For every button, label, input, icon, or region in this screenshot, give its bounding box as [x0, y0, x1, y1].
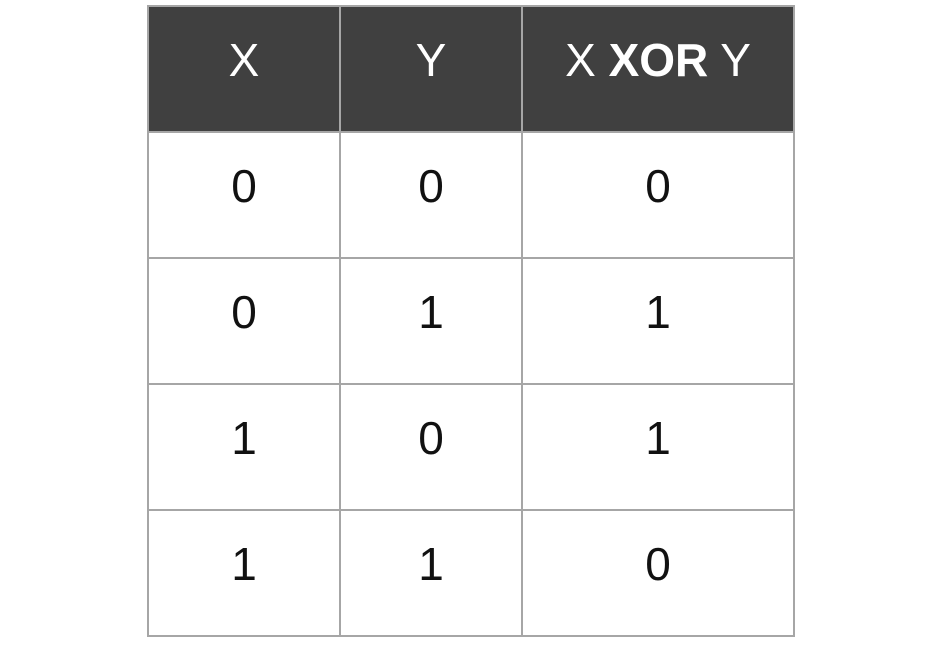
- cell-y: 0: [339, 131, 523, 259]
- cell-result-value: 0: [645, 538, 671, 590]
- cell-y: 0: [339, 383, 523, 511]
- cell-x-value: 1: [231, 538, 257, 590]
- header-result-label: X XOR Y: [523, 7, 793, 83]
- header-result-operator: XOR: [608, 34, 709, 86]
- cell-result: 0: [521, 509, 795, 637]
- xor-truth-table: X Y X XOR Y 0 0 0 0 1 1 1 0 1 1 1: [147, 5, 795, 637]
- cell-result-value: 1: [645, 286, 671, 338]
- cell-y-value: 0: [418, 412, 444, 464]
- cell-x: 0: [147, 257, 341, 385]
- cell-result-value: 1: [645, 412, 671, 464]
- cell-y-value: 1: [418, 286, 444, 338]
- cell-y-value: 1: [418, 538, 444, 590]
- cell-x-value: 0: [231, 286, 257, 338]
- cell-y: 1: [339, 509, 523, 637]
- header-y: Y: [339, 5, 523, 133]
- header-y-label: Y: [415, 34, 447, 86]
- cell-result-value: 0: [645, 160, 671, 212]
- table-row: 0 0 0: [147, 131, 795, 259]
- cell-x-value: 1: [231, 412, 257, 464]
- table-row: 1 1 0: [147, 509, 795, 637]
- header-result-suffix: Y: [720, 34, 751, 86]
- cell-result: 0: [521, 131, 795, 259]
- cell-x: 0: [147, 131, 341, 259]
- header-result: X XOR Y: [521, 5, 795, 133]
- table-row: 1 0 1: [147, 383, 795, 511]
- table-row: 0 1 1: [147, 257, 795, 385]
- cell-x-value: 0: [231, 160, 257, 212]
- table-header: X Y X XOR Y: [147, 5, 795, 133]
- header-x-label: X: [228, 34, 260, 86]
- header-x: X: [147, 5, 341, 133]
- cell-x: 1: [147, 509, 341, 637]
- header-row: X Y X XOR Y: [147, 5, 795, 133]
- cell-y: 1: [339, 257, 523, 385]
- header-result-prefix: X: [565, 34, 596, 86]
- cell-x: 1: [147, 383, 341, 511]
- cell-y-value: 0: [418, 160, 444, 212]
- cell-result: 1: [521, 383, 795, 511]
- cell-result: 1: [521, 257, 795, 385]
- table-body: 0 0 0 0 1 1 1 0 1 1 1 0: [147, 131, 795, 637]
